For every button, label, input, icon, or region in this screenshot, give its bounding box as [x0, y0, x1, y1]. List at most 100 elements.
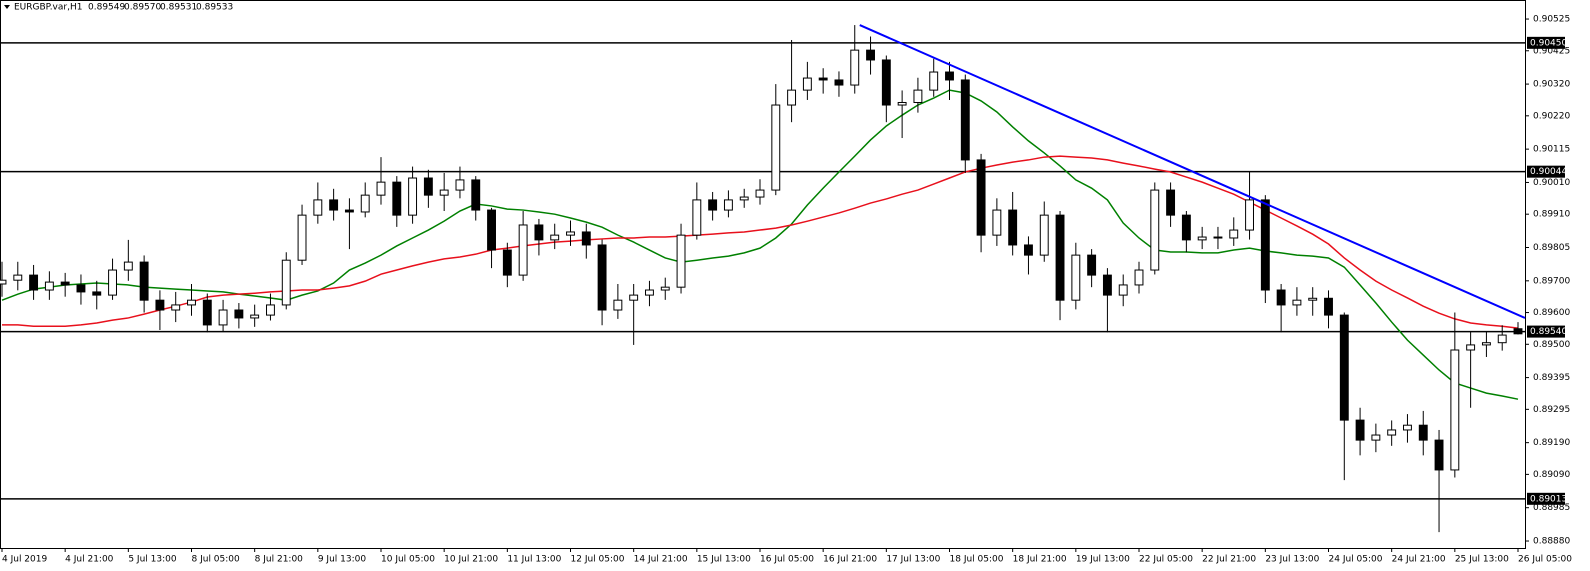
- candle-body: [629, 294, 639, 301]
- candle-body: [1245, 199, 1254, 231]
- header-close: 0.89533: [196, 3, 233, 13]
- x-tick-label: 19 Jul 13:00: [1076, 555, 1130, 565]
- x-tick-label: 18 Jul 05:00: [950, 555, 1004, 565]
- candle-body: [76, 284, 86, 293]
- menu-arrow: [4, 5, 10, 9]
- candle-body: [13, 274, 23, 281]
- candle-body: [771, 104, 781, 191]
- candle-body: [29, 274, 39, 291]
- candle-body: [60, 281, 70, 286]
- level-label-box: [1527, 325, 1565, 338]
- candle-body: [281, 259, 291, 306]
- candle-body: [534, 224, 544, 241]
- candle-body: [1308, 297, 1318, 301]
- candle-body: [487, 209, 496, 251]
- candle-body: [1087, 254, 1097, 276]
- trendline: [859, 24, 1526, 319]
- candle-body: [945, 71, 954, 81]
- y-tick-label: 0.88880: [1533, 537, 1570, 547]
- candle-body: [376, 181, 386, 196]
- candle-body: [1481, 342, 1491, 346]
- x-tick-label: 8 Jul 21:00: [255, 555, 304, 565]
- candle-body: [818, 77, 828, 81]
- y-tick-label: 0.90525: [1533, 15, 1570, 25]
- candle-body: [1434, 439, 1444, 471]
- x-tick-label: 9 Jul 13:00: [318, 555, 367, 565]
- plot-frame: [0, 0, 1526, 549]
- candle-body: [471, 179, 481, 211]
- level-label-box: [1527, 165, 1565, 178]
- candle-body: [1008, 209, 1018, 246]
- candle-body: [929, 71, 939, 91]
- candle-body: [1260, 199, 1270, 291]
- candle-body: [266, 304, 275, 316]
- candle-body: [360, 194, 370, 213]
- y-tick-label: 0.89395: [1533, 373, 1570, 383]
- candle-body: [455, 179, 465, 191]
- candle-body: [913, 89, 923, 103]
- y-tick-label: 0.89910: [1533, 210, 1570, 220]
- x-tick-label: 24 Jul 21:00: [1392, 555, 1446, 565]
- candle-body: [1055, 214, 1065, 301]
- candle-body: [1039, 214, 1049, 256]
- y-tick-label: 0.90010: [1533, 178, 1570, 188]
- candle-body: [866, 49, 875, 61]
- y-tick-label: 0.89190: [1533, 438, 1570, 448]
- x-tick-label: 17 Jul 13:00: [886, 555, 940, 565]
- level-label: 0.90450: [1530, 38, 1567, 48]
- header-high: 0.89570: [124, 3, 161, 13]
- candle-body: [1324, 297, 1333, 316]
- x-tick-label: 25 Jul 13:00: [1455, 555, 1509, 565]
- x-tick-label: 12 Jul 05:00: [571, 555, 625, 565]
- level-label-box: [1527, 492, 1565, 505]
- y-tick-label: 0.90115: [1533, 145, 1570, 155]
- x-tick-label: 14 Jul 21:00: [634, 555, 688, 565]
- candle-body: [439, 189, 449, 196]
- candle-body: [1371, 434, 1381, 441]
- candle-body: [329, 199, 339, 211]
- candle-body: [566, 231, 575, 236]
- candle-body: [297, 214, 307, 261]
- x-tick-label: 4 Jul 21:00: [65, 555, 114, 565]
- candle-body: [660, 286, 670, 291]
- x-tick-label: 15 Jul 13:00: [697, 555, 751, 565]
- candle-body: [834, 79, 844, 86]
- candle-body: [787, 89, 797, 106]
- candle-body: [1292, 299, 1302, 306]
- candle-body: [1102, 274, 1112, 296]
- candle-body: [976, 159, 986, 236]
- candle-body: [1355, 419, 1365, 441]
- candle-body: [1339, 314, 1349, 421]
- y-tick-label: 0.88985: [1533, 503, 1570, 513]
- candle-body: [723, 199, 733, 211]
- header-open: 0.89549: [88, 3, 125, 13]
- x-tick-label: 10 Jul 21:00: [444, 555, 498, 565]
- candle-body: [1024, 244, 1033, 256]
- candle-body: [881, 59, 891, 106]
- x-tick-label: 5 Jul 13:00: [128, 555, 177, 565]
- candle-body: [755, 189, 765, 198]
- candle-body: [897, 101, 907, 106]
- candle-body: [1166, 189, 1176, 216]
- y-tick-label: 0.90220: [1533, 111, 1570, 121]
- candle-body: [850, 49, 860, 86]
- candle-body: [0, 279, 7, 285]
- x-tick-label: 22 Jul 21:00: [1202, 555, 1256, 565]
- x-tick-label: 8 Jul 05:00: [192, 555, 241, 565]
- y-tick-label: 0.89700: [1533, 276, 1570, 286]
- level-label: 0.90044: [1530, 167, 1567, 177]
- candle-body: [408, 177, 418, 216]
- candle-body: [1276, 289, 1286, 306]
- candle-body: [423, 177, 433, 196]
- x-tick-label: 16 Jul 21:00: [823, 555, 877, 565]
- x-tick-label: 22 Jul 05:00: [1139, 555, 1193, 565]
- candle-body: [1418, 424, 1428, 441]
- candle-body: [187, 299, 196, 306]
- level-label: 0.89540: [1530, 327, 1567, 337]
- y-tick-label: 0.89500: [1533, 340, 1570, 350]
- candle-body: [802, 77, 812, 91]
- candle-body: [1497, 334, 1507, 344]
- candle-body: [155, 299, 165, 311]
- candle-body: [108, 269, 117, 296]
